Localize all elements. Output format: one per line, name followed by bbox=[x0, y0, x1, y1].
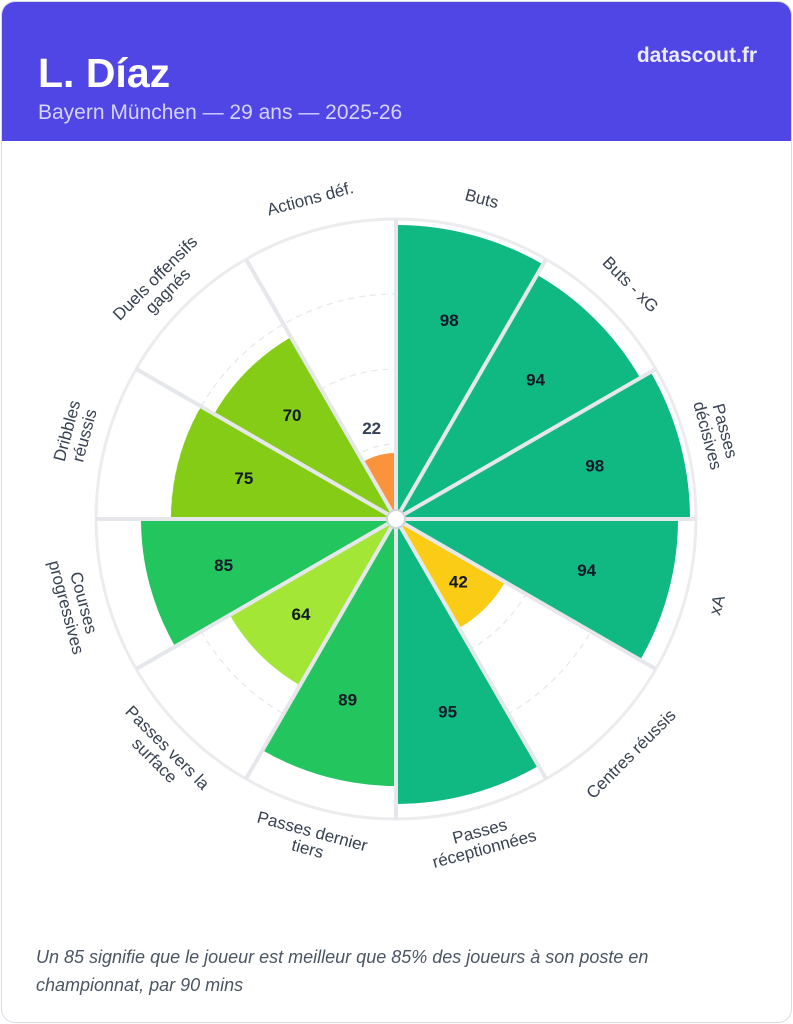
slice-separator bbox=[394, 258, 548, 521]
slice-separator bbox=[244, 258, 398, 521]
value-label: 64 bbox=[292, 605, 311, 624]
slice-3 bbox=[396, 519, 678, 660]
player-subtitle: Bayern München — 29 ans — 2025-26 bbox=[38, 101, 403, 124]
value-label: 85 bbox=[214, 556, 233, 575]
category-label-line: Buts bbox=[463, 185, 501, 212]
slice-1 bbox=[396, 274, 641, 519]
slice-8 bbox=[141, 519, 396, 647]
slice-separator bbox=[244, 517, 398, 780]
value-label: 94 bbox=[577, 561, 596, 580]
value-label: 75 bbox=[234, 469, 253, 488]
value-label: 95 bbox=[438, 703, 457, 722]
category-label-line: Actions déf. bbox=[265, 178, 356, 219]
center-dot bbox=[386, 509, 406, 529]
brand-link[interactable]: datascout.fr bbox=[636, 44, 757, 67]
slice-2 bbox=[396, 372, 690, 519]
slice-separator bbox=[394, 367, 657, 521]
value-label: 22 bbox=[362, 419, 381, 438]
value-label: 98 bbox=[585, 457, 604, 476]
category-label: Actions déf. bbox=[265, 178, 356, 219]
slice-10 bbox=[214, 337, 396, 519]
slice-separator bbox=[394, 517, 548, 780]
slice-5 bbox=[396, 519, 539, 805]
value-label: 98 bbox=[440, 311, 459, 330]
slice-separator bbox=[135, 367, 398, 521]
value-label: 70 bbox=[283, 406, 302, 425]
category-label: xA bbox=[705, 592, 729, 617]
slice-separator bbox=[394, 517, 657, 671]
slice-7 bbox=[229, 519, 396, 686]
slice-9 bbox=[171, 406, 396, 519]
header: L. Díaz Bayern München — 29 ans — 2025-2… bbox=[2, 2, 791, 141]
slice-0 bbox=[396, 225, 543, 519]
slice-6 bbox=[262, 519, 396, 786]
category-label-line: xA bbox=[705, 592, 729, 617]
value-label: 42 bbox=[449, 572, 468, 591]
slice-4 bbox=[396, 519, 506, 629]
category-label: Buts bbox=[463, 185, 501, 212]
footnote: Un 85 signifie que le joueur est meilleu… bbox=[36, 947, 649, 995]
value-label: 94 bbox=[526, 370, 545, 389]
player-name: L. Díaz bbox=[38, 50, 171, 96]
value-label: 89 bbox=[338, 691, 357, 710]
slice-separator bbox=[135, 517, 398, 671]
